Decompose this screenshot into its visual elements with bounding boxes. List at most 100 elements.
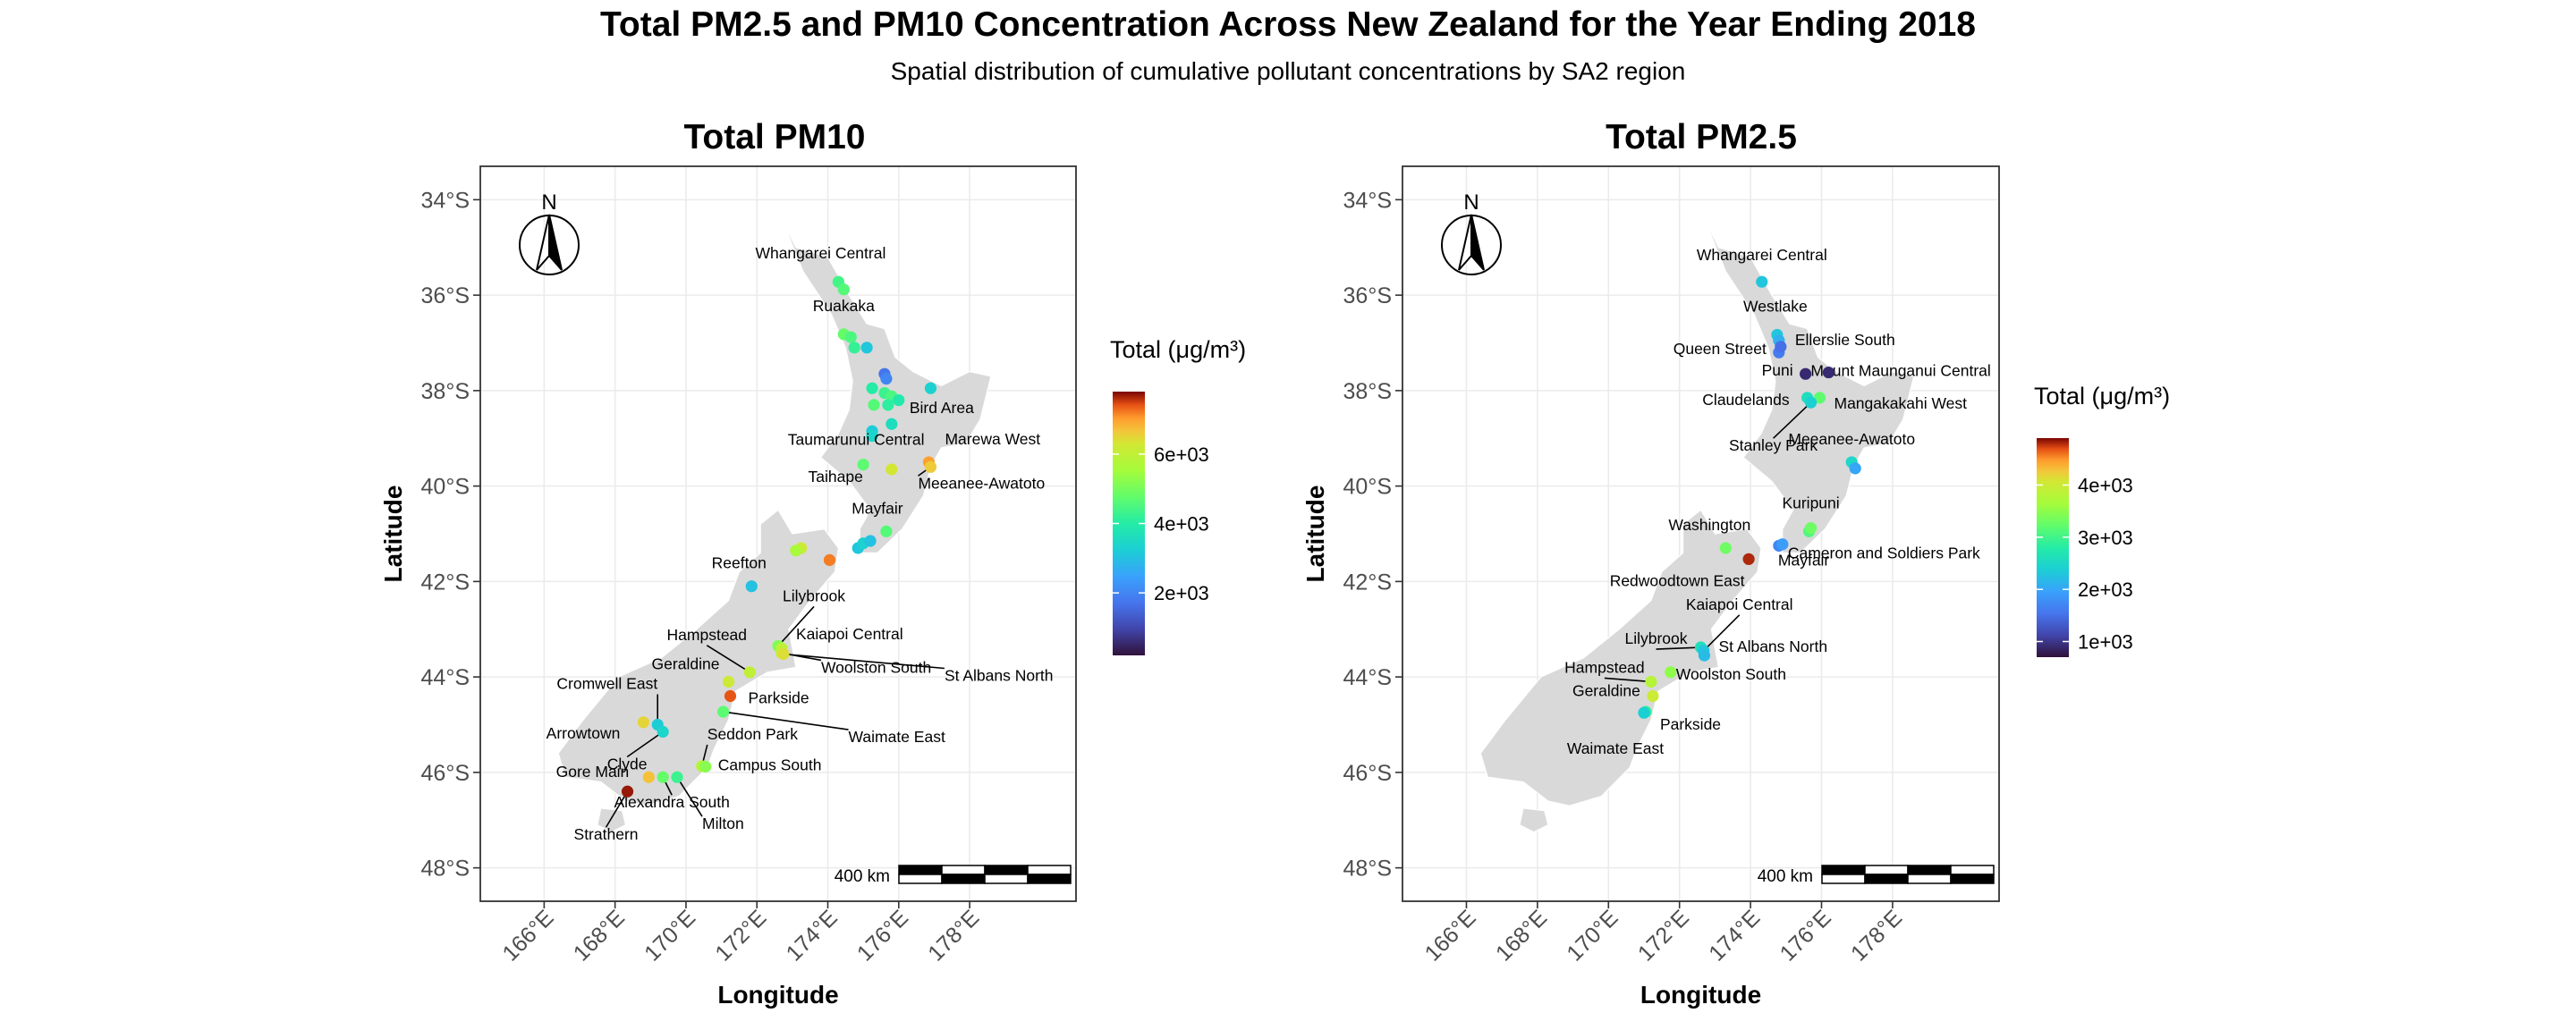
pm10-data-point: [722, 675, 735, 688]
pm25-leader-line: [1604, 677, 1651, 683]
pm10-point-label: Ruakaka: [813, 297, 875, 315]
pm25-data-point: [1719, 542, 1732, 554]
pm25-legend-title: Total (μg/m³): [2034, 383, 2170, 409]
pm10-data-point: [745, 580, 758, 593]
pm25-point-label: Waimate East: [1567, 739, 1664, 757]
pm25-point-label: Queen Street: [1674, 340, 1767, 358]
pm10-land-north-island: [781, 218, 992, 554]
pm25-point-label: Westlake: [1743, 297, 1808, 315]
pm10-x-tick-label: 176°E: [852, 905, 913, 966]
pm10-point-label: Meeanee-Awatoto: [918, 474, 1045, 492]
pm25-y-tick-label: 48°S: [1343, 857, 1392, 882]
pm25-legend-tick-label: 3e+03: [2078, 527, 2133, 549]
pm25-data-point: [1645, 675, 1657, 688]
pm25-point-label: Mount Maunganui Central: [1810, 362, 1990, 380]
pm10-point-label: Geraldine: [652, 654, 720, 672]
pm25-y-tick-label: 36°S: [1343, 283, 1392, 308]
pm10-data-point: [886, 418, 898, 430]
pm10-point-label: Bird Area: [910, 399, 974, 417]
pm10-data-point: [864, 535, 877, 547]
pm10-point-label: Waimate East: [849, 728, 945, 746]
pm10-data-point: [880, 372, 893, 385]
pm25-x-axis-title: Longitude: [1640, 981, 1761, 1009]
pm25-scale-bar-segment: [1907, 865, 1952, 875]
pm25-point-label: St Albans North: [1718, 637, 1827, 655]
pm25-point-label: Meeanee-Awatoto: [1788, 430, 1915, 448]
pm10-data-point: [621, 785, 634, 798]
pm10-point-label: Woolston South: [821, 658, 931, 676]
pm10-point-label: Kaiapoi Central: [796, 625, 903, 643]
pm25-data-point: [1804, 521, 1818, 535]
pm25-data-point: [1647, 689, 1659, 703]
pm10-data-point: [868, 399, 880, 411]
pm25-y-tick-label: 46°S: [1343, 761, 1392, 786]
pm10-data-point: [882, 399, 894, 411]
pm25-legend-tick-label: 2e+03: [2078, 578, 2133, 601]
pm25-data-point: [1849, 462, 1861, 475]
pm10-point-label: Hampstead: [667, 626, 748, 644]
pm25-x-tick-label: 170°E: [1562, 905, 1623, 966]
pm10-x-tick-label: 178°E: [923, 905, 984, 966]
pm25-point-label: Puni: [1762, 361, 1793, 379]
pm10-leader-line: [777, 605, 815, 646]
pm25-point-label: Redwoodtown East: [1610, 571, 1745, 589]
pm25-scale-bar-segment: [1907, 874, 1952, 884]
pm10-x-axis-title: Longitude: [717, 981, 838, 1009]
pm10-leader-line: [706, 645, 750, 673]
pm10-panel-title: Total PM10: [684, 118, 866, 156]
figure-title: Total PM2.5 and PM10 Concentration Acros…: [599, 5, 1976, 44]
pm10-data-point: [790, 545, 802, 557]
pm10-point-label: Milton: [702, 815, 744, 832]
pm25-panel: Total PM2.5 Whangarei Central Westlake Quee…: [1301, 118, 2170, 1009]
pm25-x-tick-label: 172°E: [1633, 905, 1694, 966]
pm25-panel-title: Total PM2.5: [1606, 118, 1797, 156]
pm10-legend-tick-label: 2e+03: [1154, 582, 1209, 604]
pm25-data-point: [1813, 392, 1826, 404]
pm10-data-point: [880, 525, 893, 537]
pm25-leader-line: [1656, 646, 1701, 650]
pm10-legend-tick-label: 4e+03: [1154, 513, 1209, 536]
pm25-data-point: [1804, 396, 1818, 409]
pm25-point-label: Parkside: [1660, 715, 1721, 733]
pm10-scale-bar-label: 400 km: [835, 867, 890, 886]
pm25-scale-bar-segment: [1821, 874, 1866, 884]
pm10-scale-bar-segment: [1027, 865, 1072, 875]
pm10-x-tick-label: 168°E: [569, 905, 630, 966]
pm10-y-axis-title: Latitude: [379, 485, 407, 583]
pm10-point-label: Lilybrook: [783, 587, 845, 604]
pm10-point-label: Cromwell East: [556, 675, 657, 693]
pm10-data-point: [924, 460, 937, 473]
pm25-y-tick-label: 42°S: [1343, 570, 1392, 595]
pm25-scale-bar-segment: [1864, 874, 1909, 884]
pm25-y-axis-title: Latitude: [1301, 485, 1329, 583]
pm25-point-label: Washington: [1668, 516, 1750, 534]
pm10-point-label: Seddon Park: [708, 725, 798, 743]
pm25-x-tick-label: 176°E: [1775, 905, 1836, 966]
pm10-point-label: Parkside: [748, 688, 809, 706]
pm10-land-south-island: [557, 509, 840, 806]
pm25-data-point: [1775, 341, 1787, 353]
pm10-leader-line: [605, 790, 629, 828]
pm10-y-tick-label: 34°S: [421, 188, 470, 213]
pm25-scale-bar-segment: [1950, 865, 1995, 875]
pm10-x-tick-label: 172°E: [710, 905, 771, 966]
pm25-data-point: [1665, 666, 1677, 679]
pm25-panel-border: [1402, 165, 2000, 902]
pm10-leader-line: [783, 653, 945, 670]
pm25-point-label: Kuripuni: [1782, 494, 1839, 512]
pm25-y-tick-label: 34°S: [1343, 188, 1392, 213]
pm10-north-arrow-right: [548, 214, 563, 271]
pm10-leader-line: [626, 730, 664, 758]
pm10-point-label: Campus South: [718, 756, 822, 773]
pm25-point-label: Whangarei Central: [1697, 246, 1827, 264]
pm10-scale-bar-segment: [984, 874, 1029, 884]
pm25-point-label: Cameron and Soldiers Park: [1788, 544, 1980, 561]
pm10-y-tick-label: 36°S: [421, 283, 470, 308]
pm25-x-tick-label: 174°E: [1704, 905, 1765, 966]
pm10-scale-bar-segment: [984, 865, 1029, 875]
pm25-point-label: Kaiapoi Central: [1686, 595, 1793, 613]
pm10-data-point: [657, 725, 669, 739]
pm10-y-tick-label: 48°S: [421, 857, 470, 882]
pm10-data-point: [893, 393, 905, 407]
